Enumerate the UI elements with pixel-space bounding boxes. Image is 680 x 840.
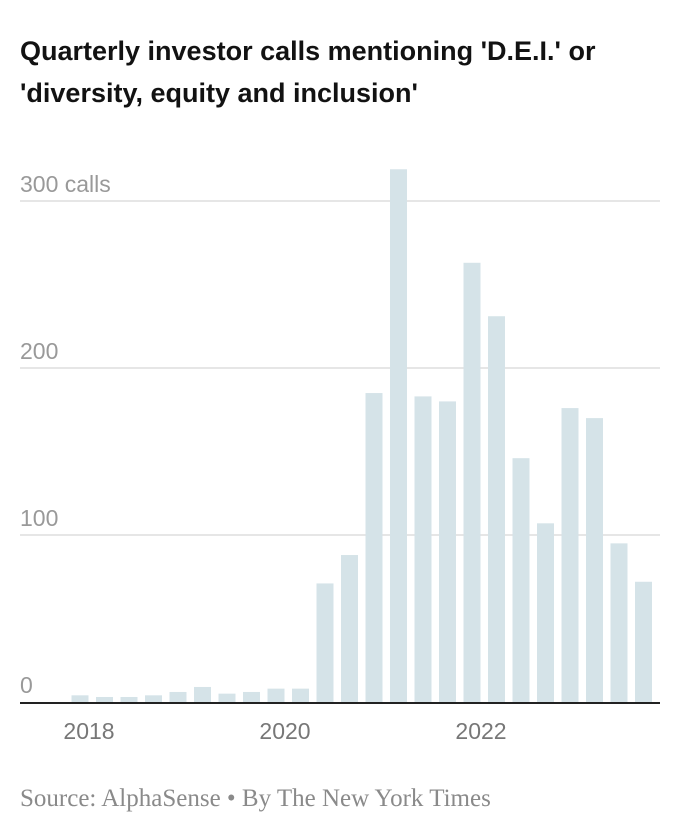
bar (341, 555, 358, 702)
bar (169, 691, 187, 702)
bar (365, 393, 383, 702)
bar (243, 691, 260, 702)
bar (635, 581, 652, 702)
y-tick-label: 100 (20, 505, 58, 531)
bar (390, 169, 407, 702)
x-tick-label: 2022 (455, 718, 506, 744)
bar (71, 695, 89, 702)
bar (586, 418, 603, 702)
y-tick-label: 200 (20, 338, 58, 364)
bar (512, 458, 530, 702)
bar (561, 408, 579, 702)
x-tick-label: 2018 (63, 718, 114, 744)
bar (414, 396, 432, 702)
bars (71, 169, 652, 702)
y-tick-label: 300 calls (20, 171, 111, 197)
x-tick-label: 2020 (259, 718, 310, 744)
bar-chart: 300 calls 200 100 0 2018 2020 2022 (20, 169, 660, 744)
x-axis-labels: 2018 2020 2022 (63, 718, 506, 744)
bar (267, 688, 285, 702)
bar (488, 316, 505, 702)
y-tick-label: 0 (20, 672, 33, 698)
bar (120, 696, 138, 702)
bar (96, 696, 113, 702)
source-credit: Source: AlphaSense • By The New York Tim… (20, 785, 491, 812)
chart-title: Quarterly investor calls mentioning 'D.E… (20, 36, 596, 108)
bar (439, 401, 456, 702)
bar (292, 688, 309, 702)
bar (218, 693, 236, 702)
y-axis-labels: 300 calls 200 100 0 (20, 171, 111, 698)
bar (610, 543, 628, 702)
bar (194, 686, 211, 702)
bar (463, 262, 481, 702)
bar (145, 695, 162, 702)
bar (537, 523, 554, 702)
bar (316, 583, 334, 702)
